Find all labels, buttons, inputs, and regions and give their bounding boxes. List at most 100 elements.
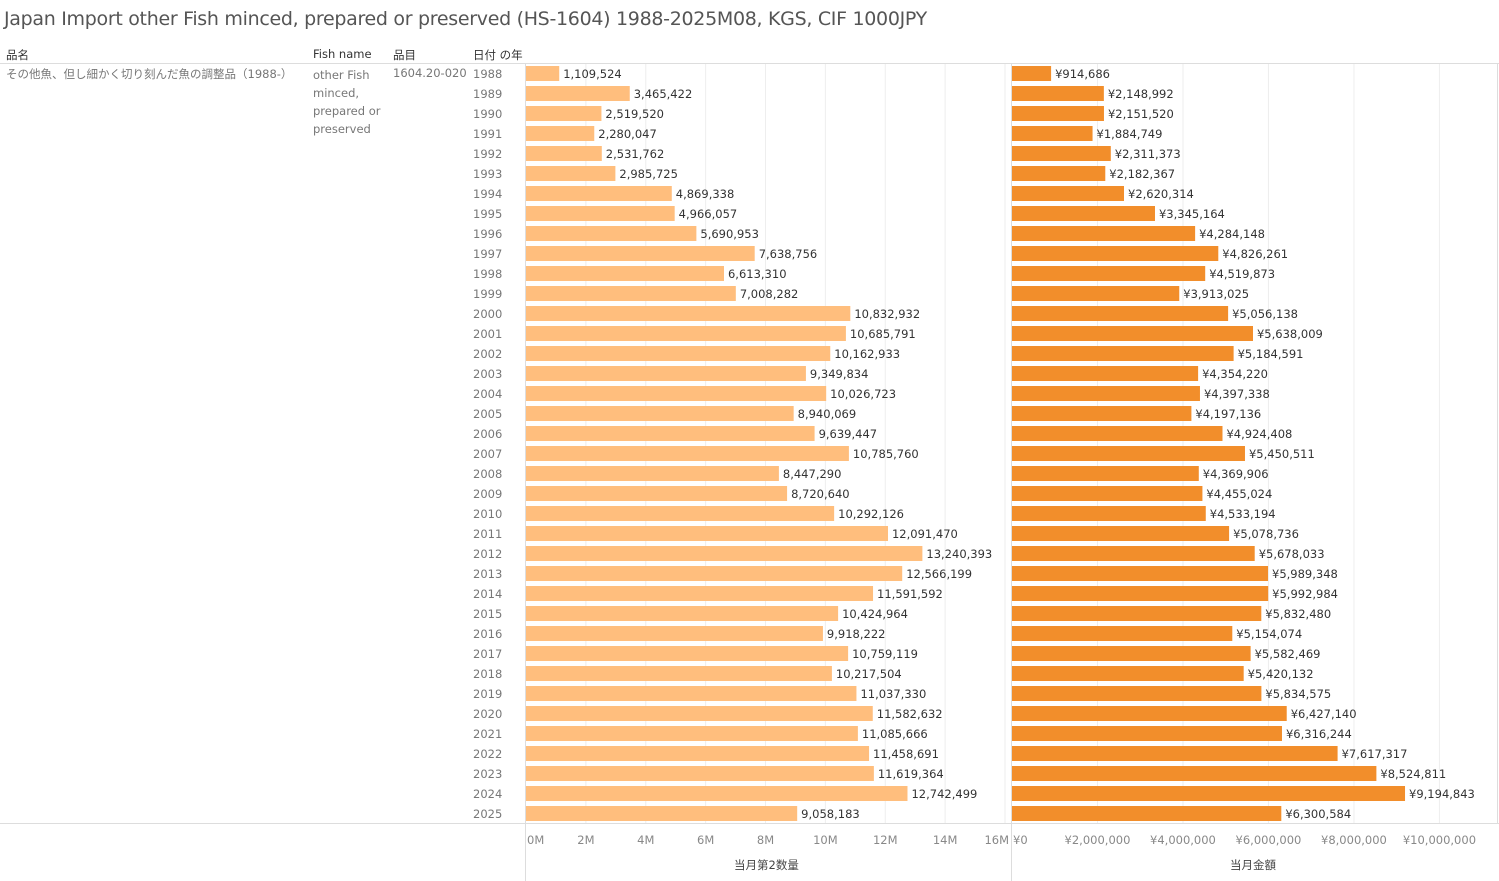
data-label: ¥9,194,843 [1409, 787, 1475, 801]
pane-divider-left [525, 63, 526, 881]
data-label: ¥2,620,314 [1128, 187, 1194, 201]
bar-2000 [526, 306, 851, 321]
data-label: ¥5,078,736 [1233, 527, 1299, 541]
bar-1996 [1012, 226, 1196, 241]
bar-1990 [526, 106, 602, 121]
year-label: 1996 [473, 227, 502, 241]
bar-2020 [526, 706, 873, 721]
year-label: 2010 [473, 507, 502, 521]
bar-2013 [526, 566, 903, 581]
data-label: 3,465,422 [634, 87, 693, 101]
data-label: ¥3,345,164 [1159, 207, 1225, 221]
data-label: 10,217,504 [836, 667, 902, 681]
data-label: ¥5,056,138 [1232, 307, 1298, 321]
bar-1995 [1012, 206, 1155, 221]
year-label: 2001 [473, 327, 502, 341]
data-label: 10,026,723 [830, 387, 896, 401]
pane-divider-right [1497, 63, 1498, 823]
data-label: 2,280,047 [598, 127, 657, 141]
year-label: 2013 [473, 567, 502, 581]
data-label: ¥5,832,480 [1265, 607, 1331, 621]
x-tick-label: 14M [933, 833, 958, 847]
year-label: 2003 [473, 367, 502, 381]
header-name: 品名 [6, 48, 29, 62]
data-label: 1,109,524 [563, 67, 622, 81]
x-tick-label: 16M [984, 833, 1009, 847]
product-code: 1604.20-020 [393, 66, 467, 80]
data-label: 2,519,520 [605, 107, 664, 121]
year-label: 2015 [473, 607, 502, 621]
year-label: 1994 [473, 187, 502, 201]
bar-1989 [1012, 86, 1104, 101]
chart-title: Japan Import other Fish minced, prepared… [4, 8, 927, 30]
data-label: ¥4,455,024 [1206, 487, 1272, 501]
bar-1992 [1012, 146, 1111, 161]
bar-2007 [1012, 446, 1245, 461]
year-label: 2024 [473, 787, 502, 801]
bar-1997 [1012, 246, 1219, 261]
bar-2001 [1012, 326, 1253, 341]
bar-1995 [526, 206, 675, 221]
year-label: 2016 [473, 627, 502, 641]
data-label: ¥7,617,317 [1342, 747, 1408, 761]
year-label: 2009 [473, 487, 502, 501]
data-label: ¥4,354,220 [1202, 367, 1268, 381]
data-label: 11,619,364 [878, 767, 944, 781]
data-label: ¥4,197,136 [1195, 407, 1261, 421]
year-label: 1988 [473, 67, 502, 81]
bar-2012 [526, 546, 923, 561]
bar-1997 [526, 246, 755, 261]
bar-1991 [1012, 126, 1093, 141]
data-label: 9,918,222 [827, 627, 886, 641]
year-label: 2022 [473, 747, 502, 761]
bar-2013 [1012, 566, 1269, 581]
data-label: ¥6,316,244 [1286, 727, 1352, 741]
bar-2021 [526, 726, 858, 741]
data-label: ¥4,924,408 [1226, 427, 1292, 441]
data-label: 11,458,691 [873, 747, 939, 761]
year-label: 1992 [473, 147, 502, 161]
x-tick-label: 0M [527, 833, 544, 847]
data-label: 12,742,499 [911, 787, 977, 801]
data-label: 6,613,310 [728, 267, 787, 281]
year-label: 2017 [473, 647, 502, 661]
year-label: 2000 [473, 307, 502, 321]
data-label: 8,447,290 [783, 467, 842, 481]
bar-2022 [526, 746, 870, 761]
year-label: 2008 [473, 467, 502, 481]
pane-divider-mid [1011, 63, 1012, 881]
bar-2005 [1012, 406, 1192, 421]
bar-2014 [1012, 586, 1269, 601]
bar-2003 [526, 366, 806, 381]
x-tick-label: 2M [577, 833, 594, 847]
data-label: 12,091,470 [892, 527, 958, 541]
year-label: 1999 [473, 287, 502, 301]
bar-2014 [526, 586, 874, 601]
year-label: 2004 [473, 387, 502, 401]
bar-2025 [1012, 806, 1282, 821]
data-label: ¥6,300,584 [1285, 807, 1351, 821]
data-label: ¥8,524,811 [1380, 767, 1446, 781]
bar-2017 [1012, 646, 1251, 661]
bar-2005 [526, 406, 794, 421]
year-label: 2014 [473, 587, 502, 601]
data-label: 4,869,338 [676, 187, 735, 201]
x-tick-label: 10M [813, 833, 838, 847]
year-label: 2018 [473, 667, 502, 681]
year-label: 2006 [473, 427, 502, 441]
data-label: ¥5,184,591 [1238, 347, 1304, 361]
bar-1996 [526, 226, 697, 241]
product-name: その他魚、但し細かく切り刻んだ魚の調整品（1988-） [6, 67, 293, 81]
bar-2017 [526, 646, 849, 661]
data-label: 11,037,330 [860, 687, 926, 701]
data-label: ¥5,582,469 [1255, 647, 1321, 661]
data-label: 10,785,760 [853, 447, 919, 461]
year-label: 2012 [473, 547, 502, 561]
data-label: ¥2,151,520 [1108, 107, 1174, 121]
data-label: 2,985,725 [619, 167, 678, 181]
data-label: ¥914,686 [1055, 67, 1110, 81]
data-label: 10,759,119 [852, 647, 918, 661]
data-label: 7,008,282 [740, 287, 799, 301]
header-divider [0, 63, 1499, 64]
bar-1991 [526, 126, 595, 141]
